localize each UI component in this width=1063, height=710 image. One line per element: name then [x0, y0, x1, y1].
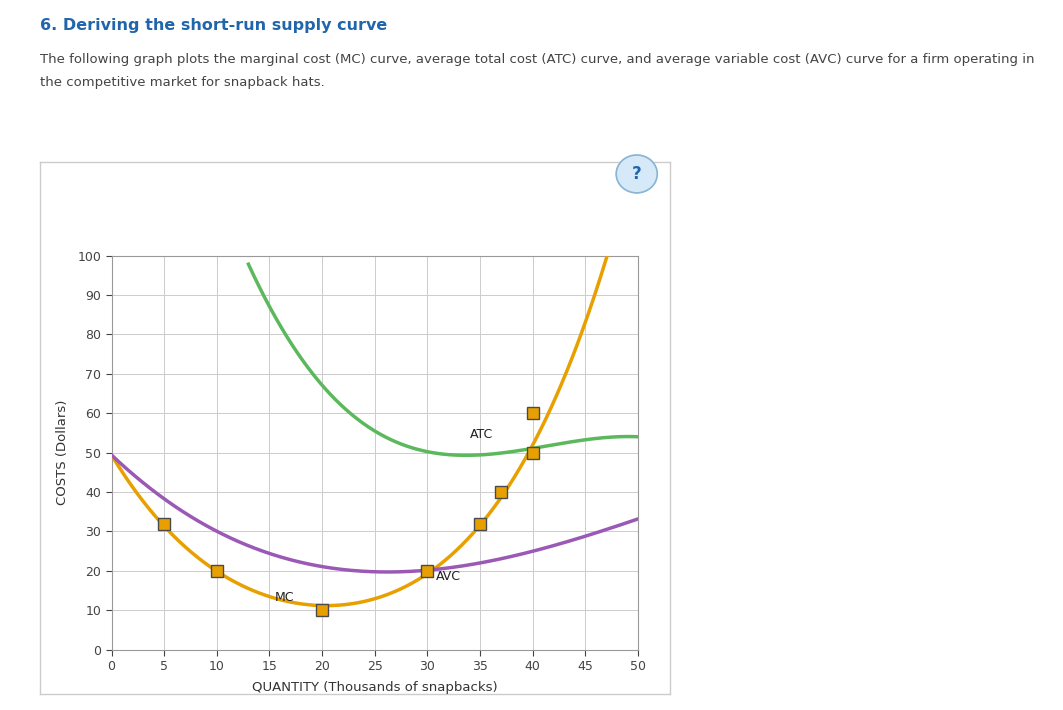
Text: AVC: AVC	[436, 569, 460, 583]
Text: 6. Deriving the short-run supply curve: 6. Deriving the short-run supply curve	[40, 18, 388, 33]
Text: MC: MC	[274, 591, 294, 604]
X-axis label: QUANTITY (Thousands of snapbacks): QUANTITY (Thousands of snapbacks)	[252, 682, 497, 694]
Text: The following graph plots the marginal cost (MC) curve, average total cost (ATC): The following graph plots the marginal c…	[40, 53, 1035, 66]
Circle shape	[617, 155, 657, 193]
Text: the competitive market for snapback hats.: the competitive market for snapback hats…	[40, 76, 325, 89]
Text: ATC: ATC	[470, 428, 492, 441]
Text: ?: ?	[631, 165, 642, 183]
Y-axis label: COSTS (Dollars): COSTS (Dollars)	[56, 400, 69, 506]
